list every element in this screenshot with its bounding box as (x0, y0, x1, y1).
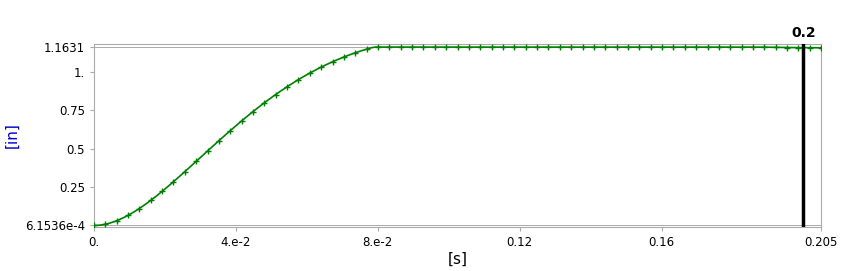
X-axis label: [s]: [s] (447, 252, 467, 267)
Y-axis label: [in]: [in] (4, 122, 19, 149)
Text: 0.2: 0.2 (791, 26, 816, 40)
